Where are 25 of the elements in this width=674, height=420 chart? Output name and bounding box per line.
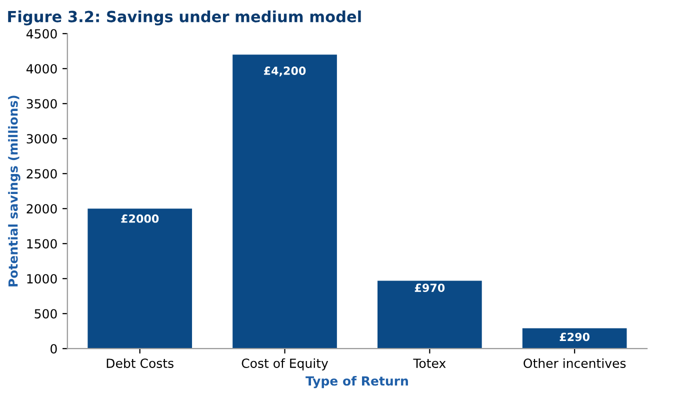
x-tick-label: Debt Costs xyxy=(106,358,174,368)
y-tick-label: 500 xyxy=(34,309,57,319)
x-tick-label: Totex xyxy=(413,358,446,368)
x-tick-label: Cost of Equity xyxy=(242,358,328,370)
x-axis-title: Type of Return xyxy=(306,376,408,388)
data-label: £970 xyxy=(414,284,445,292)
bar xyxy=(522,328,627,349)
bar xyxy=(88,208,192,349)
y-tick-label: 2500 xyxy=(26,169,57,179)
bar xyxy=(378,280,482,349)
y-tick-label: 1500 xyxy=(27,239,57,249)
chart-title: Figure 3.2: Savings under medium model xyxy=(8,10,361,26)
y-tick-label: 1000 xyxy=(27,274,57,284)
y-tick-label: 2000 xyxy=(26,204,57,214)
y-tick-label: 4500 xyxy=(26,29,57,39)
x-tick-label: Other incentives xyxy=(524,358,626,368)
data-label: £2000 xyxy=(121,214,159,223)
bar xyxy=(232,54,337,349)
y-tick-label: 0 xyxy=(50,344,57,354)
data-label: £290 xyxy=(560,332,590,342)
y-tick-label: 3500 xyxy=(26,99,57,109)
y-tick-label: 3000 xyxy=(26,134,57,144)
y-axis-title: Potential savings (millions) xyxy=(8,96,20,286)
y-tick-label: 4000 xyxy=(26,64,57,74)
data-label: £4,200 xyxy=(264,66,306,76)
